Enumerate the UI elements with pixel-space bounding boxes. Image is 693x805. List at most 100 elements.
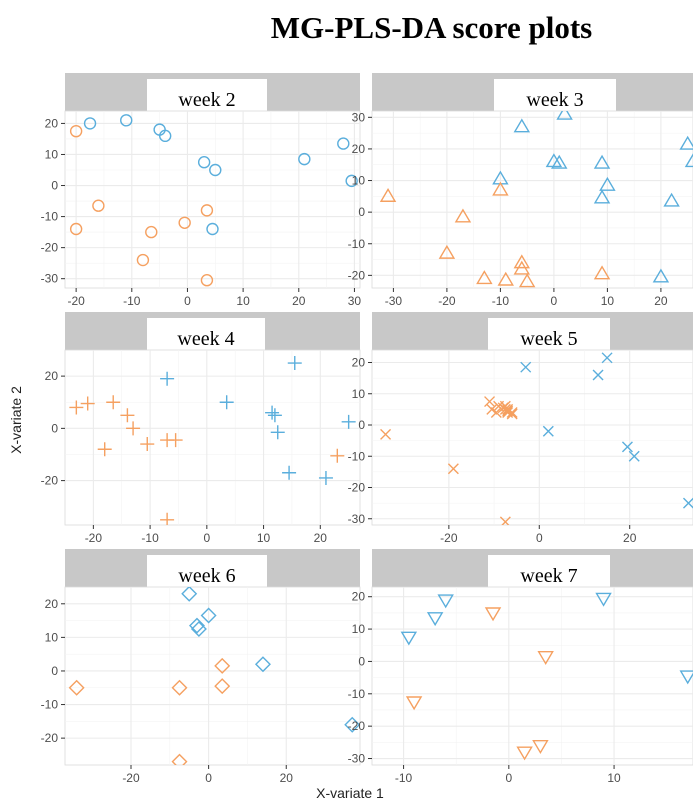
y-tick-label: -10 [41, 698, 59, 712]
y-tick-label: 20 [352, 142, 366, 156]
data-point [663, 192, 680, 207]
data-point [282, 465, 297, 480]
x-tick-label: 0 [536, 531, 543, 545]
data-point [318, 470, 333, 485]
data-point [214, 678, 231, 695]
data-point [287, 356, 302, 371]
y-tick-label: 20 [45, 369, 59, 383]
data-point [556, 111, 573, 120]
data-point [145, 225, 158, 239]
plot-area [371, 110, 693, 289]
x-tick-label: 0 [203, 531, 210, 545]
data-point [476, 270, 493, 285]
data-point [126, 421, 141, 436]
data-point [682, 497, 693, 509]
data-point [92, 199, 105, 212]
x-tick-label: 20 [314, 531, 328, 545]
data-points [400, 592, 693, 761]
data-point [537, 650, 554, 665]
facet-title: week 6 [178, 565, 235, 587]
y-tick-label: -20 [41, 474, 59, 488]
x-tick-label: 0 [184, 294, 191, 308]
data-point [97, 442, 112, 457]
plot-area [371, 349, 693, 526]
data-point [160, 512, 175, 525]
y-tick-label: -30 [348, 752, 366, 766]
data-point [532, 739, 549, 754]
data-point [140, 437, 155, 452]
data-point [516, 746, 533, 761]
data-point [593, 154, 611, 169]
facet-label-box [488, 318, 610, 350]
x-tick-label: 0 [551, 294, 558, 308]
data-point [437, 594, 454, 609]
data-points [68, 587, 360, 765]
data-point [219, 395, 234, 410]
y-tick-label: -20 [41, 731, 59, 745]
data-point [490, 407, 502, 418]
x-axis-label: X-variate 1 [316, 785, 384, 801]
x-tick-label: -10 [492, 294, 510, 308]
facet-panel: week 3 -30 -20 -10 0 10 20 -20 -10 0 10 20 30 [348, 73, 693, 308]
data-point [599, 176, 616, 191]
x-tick-label: 20 [623, 531, 637, 545]
data-point [379, 187, 397, 202]
x-tick-label: -20 [440, 531, 458, 545]
data-point [551, 154, 568, 169]
x-tick-label: -20 [85, 531, 103, 545]
data-point [254, 656, 271, 673]
data-point [120, 408, 135, 423]
data-point [83, 117, 97, 130]
facet-panel: week 5 -20 0 20 -30 -20 -10 0 10 20 [348, 312, 693, 545]
y-tick-label: 20 [45, 116, 59, 130]
data-point [679, 135, 693, 150]
x-tick-label: 10 [257, 531, 271, 545]
x-tick-label: 10 [601, 294, 615, 308]
data-point [341, 414, 356, 429]
y-tick-label: 20 [352, 356, 366, 370]
facet-label-box [147, 79, 267, 111]
data-point [330, 448, 345, 463]
x-tick-label: 30 [348, 294, 362, 308]
y-tick-label: -10 [348, 237, 366, 251]
y-tick-label: 30 [352, 110, 366, 124]
x-tick-label: -10 [395, 771, 413, 785]
y-tick-label: 0 [358, 205, 365, 219]
data-point [200, 274, 214, 287]
data-point [265, 405, 280, 420]
data-point [69, 222, 83, 236]
y-axis-label: X-variate 2 [8, 386, 24, 454]
facet-panel: week 2 -20 -10 0 10 20 30 -30 -20 -10 0 10 20 [41, 73, 362, 308]
y-tick-label: -20 [348, 719, 366, 733]
y-tick-label: -20 [348, 268, 366, 282]
data-point [380, 428, 392, 440]
data-point [168, 433, 183, 448]
data-point [200, 607, 217, 624]
y-tick-label: 10 [45, 147, 59, 161]
x-tick-label: -20 [122, 771, 140, 785]
facet-label-box [488, 555, 610, 587]
data-point [502, 403, 514, 415]
facet-title: week 4 [177, 328, 234, 350]
data-point [454, 208, 472, 223]
y-tick-label: -10 [41, 210, 59, 224]
data-point [499, 516, 511, 525]
data-point [270, 425, 285, 440]
facet-label-box [494, 79, 616, 111]
data-point [426, 612, 444, 627]
y-tick-label: 0 [51, 664, 58, 678]
data-point [438, 244, 456, 259]
data-point [298, 152, 311, 166]
facet-label-box [147, 318, 265, 350]
data-point [158, 129, 172, 143]
y-tick-label: 10 [352, 387, 366, 401]
plot-area [371, 586, 693, 766]
data-point [405, 696, 423, 711]
y-tick-label: -10 [348, 449, 366, 463]
data-point [171, 753, 188, 765]
x-tick-label: 20 [654, 294, 668, 308]
data-point [68, 679, 85, 696]
data-point [188, 617, 205, 634]
data-point [601, 352, 613, 364]
